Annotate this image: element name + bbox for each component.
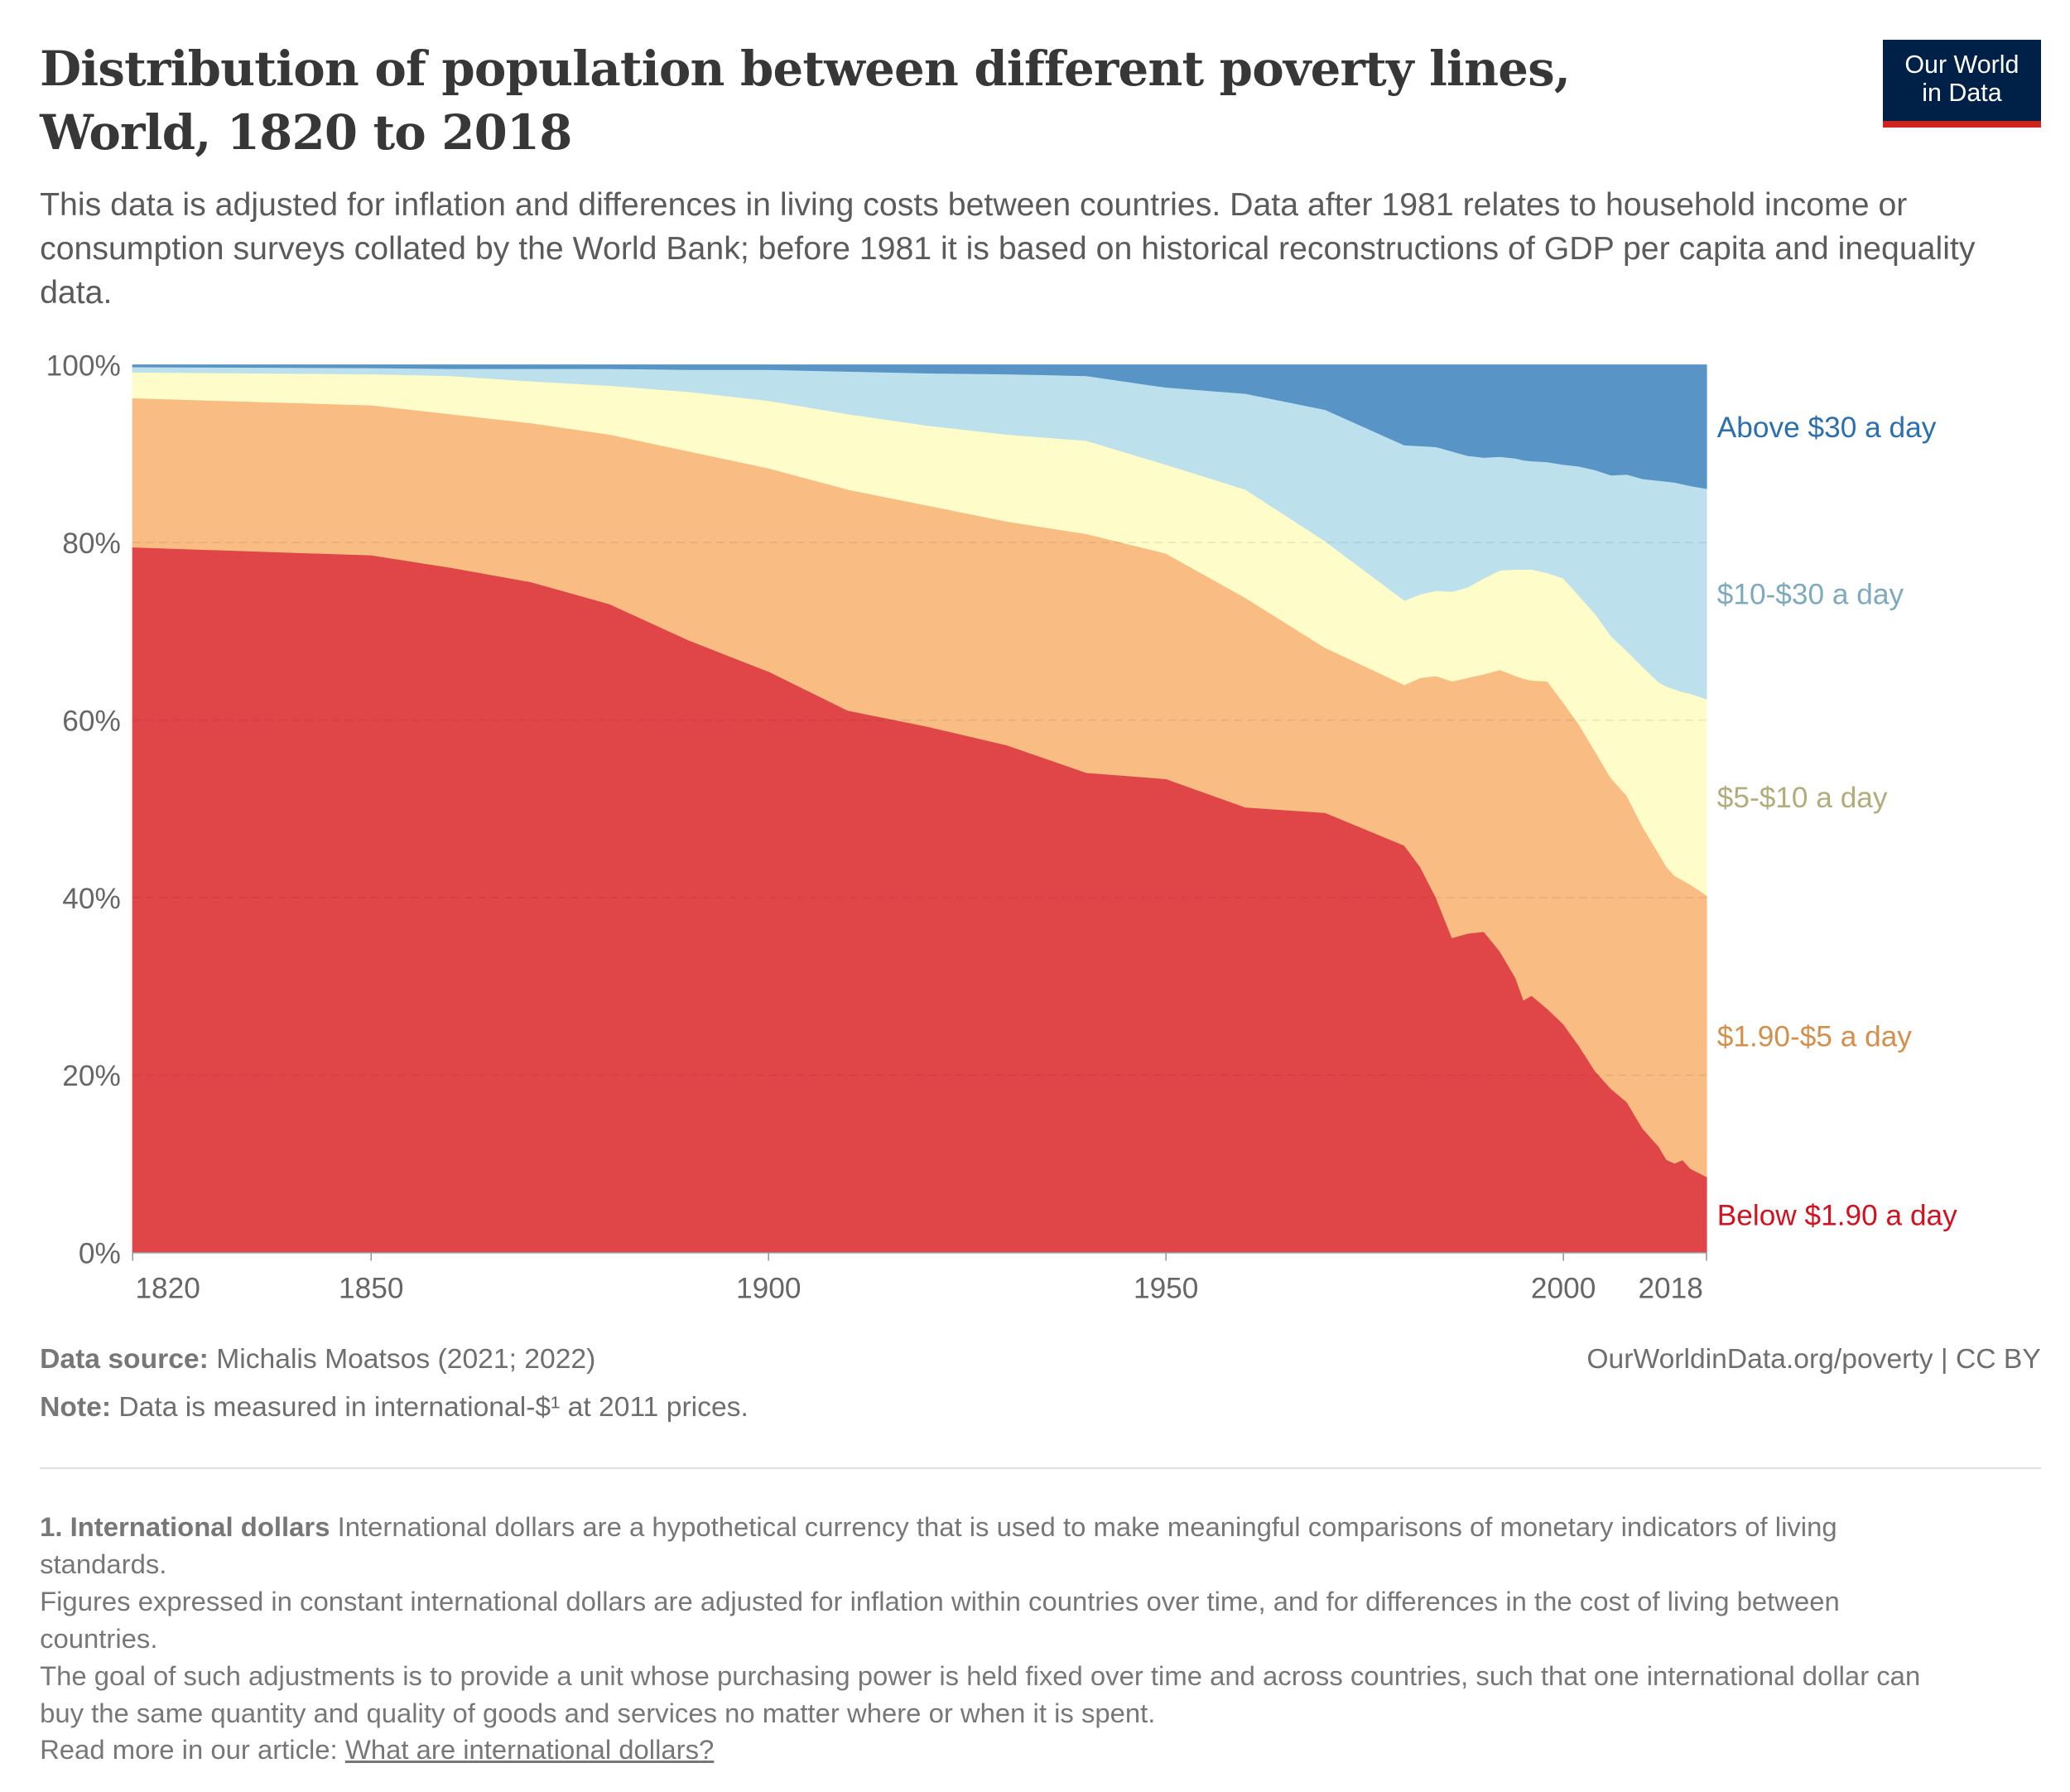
series-label: $10-$30 a day [1717, 579, 1904, 611]
footnote-heading: 1. International dollars [40, 1511, 330, 1543]
stacked-area-chart: 0% 20% 40% 60% 80% 100% 1820 1850 1900 1950 2000 2… [46, 350, 1957, 1305]
chart-subtitle: This data is adjusted for inflation and … [40, 186, 1976, 311]
data-source: Data source: Michalis Moatsos (2021; 202… [40, 1344, 595, 1375]
chart-title: Distribution of population between diffe… [40, 40, 1571, 161]
y-tick-label: 80% [62, 527, 121, 560]
x-axis: 1820 1850 1900 1950 2000 2018 [132, 1252, 1707, 1304]
x-tick-label: 1950 [1134, 1272, 1198, 1304]
y-tick-label: 0% [79, 1238, 121, 1270]
series-labels: Below $1.90 a day $1.90-$5 a day $5-$10 a … [1717, 412, 1957, 1232]
y-tick-label: 60% [62, 705, 121, 737]
source-label: Data source: [40, 1344, 209, 1375]
x-tick-label: 1820 [135, 1272, 200, 1304]
x-tick-label: 2000 [1531, 1272, 1596, 1304]
series-label: $5-$10 a day [1717, 782, 1888, 814]
series-label: $1.90-$5 a day [1717, 1021, 1913, 1053]
note-text: Data is measured in international-$¹ at … [118, 1392, 749, 1423]
note-label: Note: [40, 1392, 112, 1423]
logo-line-2: in Data [1922, 79, 2002, 108]
divider [40, 1467, 2041, 1470]
x-tick-label: 1850 [339, 1272, 403, 1304]
gridlines [132, 542, 1707, 1077]
footnote-p2: Figures expressed in constant internatio… [40, 1585, 1840, 1654]
credit-link[interactable]: OurWorldinData.org/poverty | CC BY [1586, 1344, 2041, 1375]
international-dollars-link[interactable]: What are international dollars? [344, 1734, 715, 1766]
y-tick-label: 40% [62, 883, 121, 915]
areas [132, 364, 1707, 1254]
area-above-30-a-day[interactable] [132, 364, 1707, 489]
y-axis: 0% 20% 40% 60% 80% 100% [46, 350, 121, 1270]
series-label: Above $30 a day [1717, 412, 1937, 444]
note: Note: Data is measured in international-… [40, 1392, 749, 1423]
x-tick-label: 1900 [736, 1272, 801, 1304]
logo-line-1: Our World [1904, 51, 2019, 79]
owid-logo[interactable]: Our World in Data [1883, 40, 2041, 128]
series-label: Below $1.90 a day [1717, 1200, 1957, 1232]
footnotes: 1. International dollars International d… [40, 1509, 1964, 1769]
x-tick-label: 2018 [1638, 1272, 1702, 1304]
y-tick-label: 100% [46, 350, 121, 383]
source-text: Michalis Moatsos (2021; 2022) [216, 1344, 596, 1375]
read-more-text: Read more in our article: [40, 1734, 338, 1766]
footnote-p1: International dollars are a hypothetical… [40, 1511, 1837, 1580]
footnote-p3: The goal of such adjustments is to provi… [40, 1660, 1921, 1728]
y-tick-label: 20% [62, 1060, 121, 1092]
